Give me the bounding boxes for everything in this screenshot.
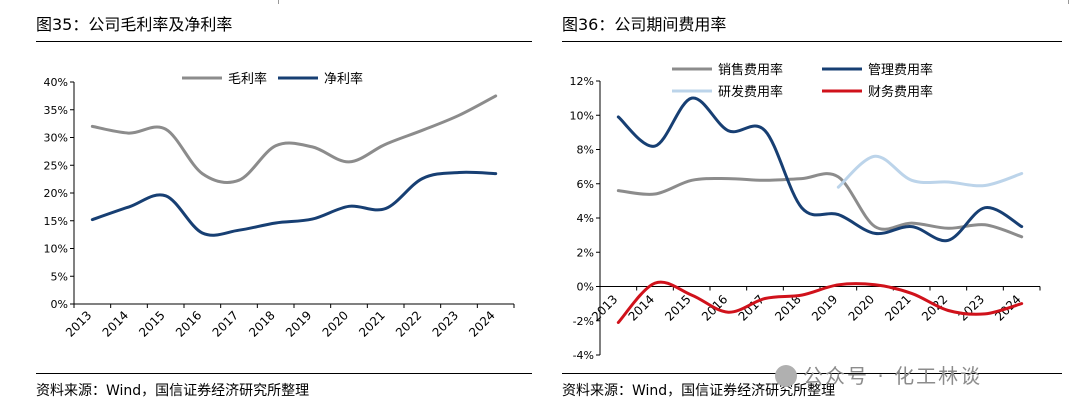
source-rule [36,373,532,374]
source-rule [562,373,1062,374]
x-tick-label: 2013 [589,292,620,323]
top-edge-mark [1068,0,1069,4]
y-tick-label: 12% [570,75,594,88]
y-tick-label: 6% [577,178,594,191]
y-tick-label: 10% [44,243,68,256]
y-tick-label: 15% [44,215,68,228]
gross-net-margin-chart: 0%5%10%15%20%25%30%35%40%2013 2014 2015 201… [44,71,515,340]
series-line [90,170,498,237]
x-tick-label: 2023 [956,292,987,323]
y-tick-label: 35% [44,104,68,117]
y-tick-label: 4% [577,212,594,225]
series-line [616,280,1024,324]
wechat-icon [775,365,797,387]
y-tick-label: 0% [51,298,68,311]
top-edge-mark [278,0,279,4]
gross-net-margin-figure: 图35：公司毛利率及净利率 资料来源：Wind，国信证券经济研究所整理 [36,15,532,399]
expense-ratio-figure: 图36：公司期间费用率 资料来源：Wind，国信证券经济研究所整理 [560,0,1075,417]
y-tick-label: -2% [573,315,594,328]
watermark: 公众号 · 化工林谈 [775,360,982,389]
title-rule [36,41,532,42]
legend-label: 净利率 [324,71,363,87]
y-tick-label: 40% [44,76,68,89]
y-tick-label: 25% [44,159,68,172]
legend-label: 毛利率 [228,71,267,87]
figure-title: 图35：公司毛利率及净利率 [36,15,233,34]
source-note: 资料来源：Wind，国信证券经济研究所整理 [36,383,310,399]
y-tick-label: 20% [44,187,68,200]
x-tick-label: 2019 [809,292,840,323]
y-tick-label: -4% [573,349,594,362]
title-rule [562,41,1062,42]
y-tick-label: 5% [51,270,68,283]
source-note: 资料来源：Wind，国信证券经济研究所整理 [562,383,836,399]
series-line [616,96,1024,243]
legend-label: 管理费用率 [868,62,933,78]
y-tick-label: 2% [577,246,594,259]
legend-label: 研发费用率 [718,84,783,100]
y-tick-label: 10% [570,109,594,122]
y-tick-label: 8% [577,144,594,157]
series-line [836,154,1024,189]
figure-title: 图36：公司期间费用率 [562,15,727,34]
series-line [90,94,498,184]
series-line [616,172,1024,239]
legend-label: 销售费用率 [718,62,783,78]
watermark-text: 公众号 · 化工林谈 [803,364,983,388]
x-tick-label: 2015 [662,292,693,323]
legend-label: 财务费用率 [868,84,933,100]
x-tick-label: 2020 [846,292,877,323]
x-tick-label: 2022 [919,292,950,323]
y-tick-label: 30% [44,132,68,145]
x-tick-label: 2021 [882,292,913,323]
y-tick-label: 0% [577,281,594,294]
